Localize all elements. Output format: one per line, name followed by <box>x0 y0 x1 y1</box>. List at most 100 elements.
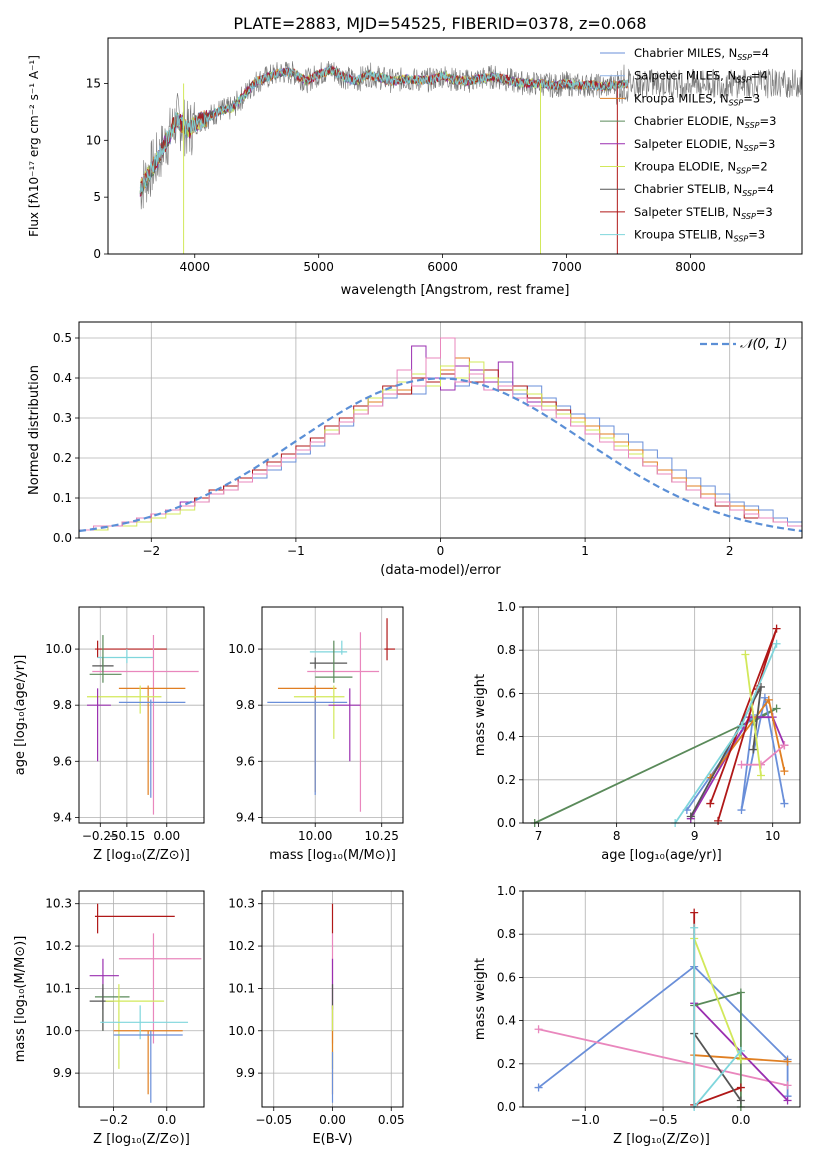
tick-label-y: 0.3 <box>53 411 72 425</box>
tick-label-x: 7 <box>535 829 543 843</box>
tick-label-y: 0.0 <box>497 816 516 830</box>
y-axis-label: Normed distribution <box>27 365 42 495</box>
tick-label-y: 9.6 <box>236 754 255 768</box>
massweight-point-marker <box>686 812 695 821</box>
errorbar-axes <box>78 890 205 1108</box>
legend-entry: Kroupa STELIB, NSSP=3 <box>634 228 765 244</box>
errorbar-plot-area <box>267 618 396 812</box>
massweight-axes <box>522 890 801 1108</box>
spectrum-plot-area <box>139 60 802 254</box>
tick-label-y: 10.1 <box>228 981 255 995</box>
massweight-point-marker <box>736 988 745 997</box>
x-axis-label: Z [log₁₀(Z/Z⊙)] <box>93 1132 190 1147</box>
tick-label-y: 10.0 <box>45 642 72 656</box>
histogram-step-series <box>79 337 802 531</box>
tick-label-x: −1 <box>287 544 305 558</box>
x-axis-label: age [log₁₀(age/yr)] <box>601 848 722 863</box>
tick-label-x: 4000 <box>179 260 210 274</box>
tick-label-y: 0 <box>93 247 101 261</box>
massweight-point-marker <box>690 908 699 917</box>
x-axis-label: Z [log₁₀(Z/Z⊙)] <box>93 848 190 863</box>
histogram-axes <box>78 321 803 539</box>
massweight-point-marker <box>756 771 765 780</box>
tick-label-y: 9.9 <box>236 1066 255 1080</box>
tick-label-y: 9.8 <box>53 698 72 712</box>
massweight-series-line <box>744 654 762 776</box>
tick-label-x: 0.00 <box>153 829 180 843</box>
x-axis-label: Z [log₁₀(Z/Z⊙)] <box>613 1132 710 1147</box>
tick-label-x: 8 <box>613 829 621 843</box>
massweight-series-line <box>709 628 778 822</box>
massweight-point-marker <box>534 1025 543 1034</box>
tick-label-y: 10.1 <box>45 981 72 995</box>
gaussian-reference-curve <box>79 377 802 533</box>
tick-label-y: 10.0 <box>228 642 255 656</box>
tick-label-y: 0.6 <box>497 970 516 984</box>
tick-label-y: 0.0 <box>497 1100 516 1114</box>
tick-label-y: 9.8 <box>236 698 255 712</box>
massweight-point-marker <box>780 741 789 750</box>
tick-label-x: −0.05 <box>255 1113 292 1127</box>
tick-label-y: 0.4 <box>53 371 72 385</box>
tick-label-x: 2 <box>726 544 734 558</box>
massweight-point-marker <box>756 760 765 769</box>
massweight-point-marker <box>783 1096 792 1105</box>
legend-entry: Salpeter MILES, NSSP=4 <box>634 69 768 85</box>
massweight-point-marker <box>737 760 746 769</box>
tick-label-x: 5000 <box>303 260 334 274</box>
tick-label-x: −0.5 <box>648 1113 677 1127</box>
tick-label-y: 10.0 <box>228 1024 255 1038</box>
tick-label-x: 10.00 <box>298 829 332 843</box>
errorbar-plot-area <box>89 903 202 1103</box>
y-axis-label: age [log₁₀(age/yr)] <box>13 655 28 776</box>
tick-label-y: 1.0 <box>497 884 516 898</box>
tick-label-y: 0.4 <box>497 730 516 744</box>
massweight-point-marker <box>783 1081 792 1090</box>
massweight-point-marker <box>780 799 789 808</box>
tick-label-x: −0.2 <box>99 1113 128 1127</box>
spectrum-axes <box>107 37 803 255</box>
massweight-plot-area <box>530 624 789 827</box>
massweight-point-marker <box>736 1046 745 1055</box>
tick-label-y: 0.1 <box>53 491 72 505</box>
massweight-point-marker <box>737 721 746 730</box>
histogram-plot-area <box>79 337 802 533</box>
y-axis-label: mass weight <box>473 674 488 756</box>
errorbar-axes <box>261 890 404 1108</box>
legend-entry: Kroupa MILES, NSSP=3 <box>634 91 760 107</box>
x-axis-label: (data-model)/error <box>380 563 501 578</box>
tick-label-y: 0.5 <box>53 331 72 345</box>
massweight-series-line <box>693 938 742 1060</box>
massweight-point-marker <box>780 767 789 776</box>
tick-label-y: 9.4 <box>236 810 255 824</box>
tick-label-x: 0.0 <box>157 1113 176 1127</box>
massweight-series-line <box>538 1028 788 1087</box>
legend-entry: Chabrier STELIB, NSSP=4 <box>634 182 774 198</box>
x-axis-label: E(B-V) <box>312 1132 352 1147</box>
massweight-point-marker <box>783 1057 792 1066</box>
figure-title: PLATE=2883, MJD=54525, FIBERID=0378, z=0… <box>233 14 646 33</box>
tick-label-x: 0.0 <box>731 1113 750 1127</box>
massweight-axes <box>522 606 801 824</box>
tick-label-x: 0 <box>437 544 445 558</box>
massweight-point-marker <box>737 806 746 815</box>
legend-entry: Kroupa ELODIE, NSSP=2 <box>634 160 768 176</box>
tick-label-y: 0.4 <box>497 1014 516 1028</box>
massweight-point-marker <box>736 1055 745 1064</box>
massweight-point-marker <box>772 704 781 713</box>
massweight-series-line <box>686 697 786 811</box>
model-spectrum-line <box>139 64 629 194</box>
massweight-point-marker <box>736 1083 745 1092</box>
tick-label-y: 15 <box>86 76 101 90</box>
tick-label-x: −2 <box>142 544 160 558</box>
x-axis-label: wavelength [Angstrom, rest frame] <box>341 283 570 298</box>
tick-label-x: 8000 <box>675 260 706 274</box>
massweight-series-line <box>693 912 742 1107</box>
massweight-point-marker <box>772 639 781 648</box>
massweight-point-marker <box>741 650 750 659</box>
massweight-point-marker <box>690 923 699 932</box>
tick-label-y: 10.3 <box>228 897 255 911</box>
tick-label-y: 0.2 <box>497 1057 516 1071</box>
legend-entry: Chabrier MILES, NSSP=4 <box>634 46 769 62</box>
